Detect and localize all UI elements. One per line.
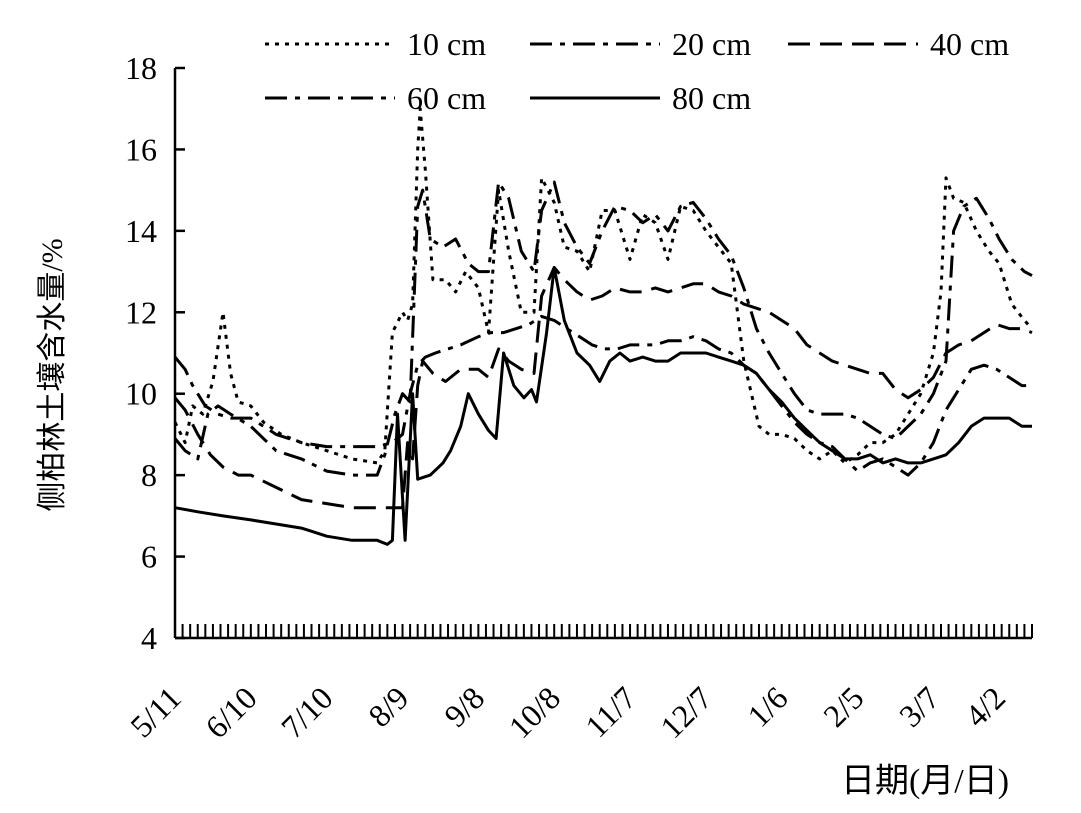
y-tick-label: 4: [141, 620, 157, 656]
legend-label: 20 cm: [672, 26, 751, 62]
x-tick-label: 7/10: [274, 679, 340, 745]
x-tick-label: 3/7: [892, 679, 946, 733]
legend-label: 10 cm: [407, 26, 486, 62]
series-line-10cm: [173, 107, 1034, 465]
y-tick-label: 16: [125, 131, 157, 167]
x-tick-label: 4/2: [958, 679, 1012, 733]
series-line-80cm: [174, 266, 1032, 546]
y-tick-label: 8: [141, 457, 157, 493]
y-tick-label: 18: [125, 50, 157, 86]
x-tick-label: 1/6: [740, 679, 794, 733]
axes: [173, 66, 1033, 640]
legend-label: 40 cm: [930, 26, 1009, 62]
y-axis-label: 侧柏林土壤含水量/%: [36, 238, 69, 511]
legend-label: 80 cm: [672, 80, 751, 116]
y-tick-label: 14: [125, 213, 157, 249]
x-tick-label: 6/10: [198, 679, 264, 745]
y-tick-label: 10: [125, 376, 157, 412]
x-tick-label: 9/8: [437, 679, 491, 733]
x-tick-label: 8/9: [361, 679, 415, 733]
x-tick-label: 5/11: [123, 679, 188, 744]
x-axis-label: 日期(月/日): [841, 763, 1009, 800]
series-lines: [173, 107, 1034, 546]
legend-label: 60 cm: [407, 80, 486, 116]
x-tick-label: 11/7: [578, 679, 643, 744]
y-tick-label: 6: [141, 539, 157, 575]
y-tick-label: 12: [125, 294, 157, 330]
legend: 10 cm 20 cm 40 cm 60 cm 80 cm: [265, 26, 1009, 116]
x-tick-label: 10/8: [501, 679, 567, 745]
x-tick-label: 2/5: [816, 679, 870, 733]
x-tick-label: 12/7: [653, 679, 719, 745]
series-line-20cm: [173, 180, 1033, 477]
series-line-60cm: [173, 314, 1032, 477]
